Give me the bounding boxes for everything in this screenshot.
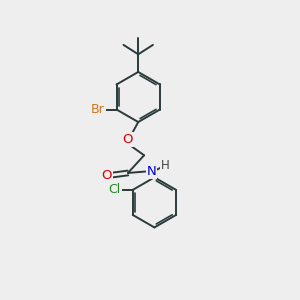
Text: N: N: [147, 165, 156, 178]
Text: H: H: [161, 159, 170, 172]
Text: Br: Br: [91, 103, 105, 116]
Text: O: O: [123, 133, 133, 146]
Text: O: O: [101, 169, 112, 182]
Text: Cl: Cl: [109, 183, 121, 196]
